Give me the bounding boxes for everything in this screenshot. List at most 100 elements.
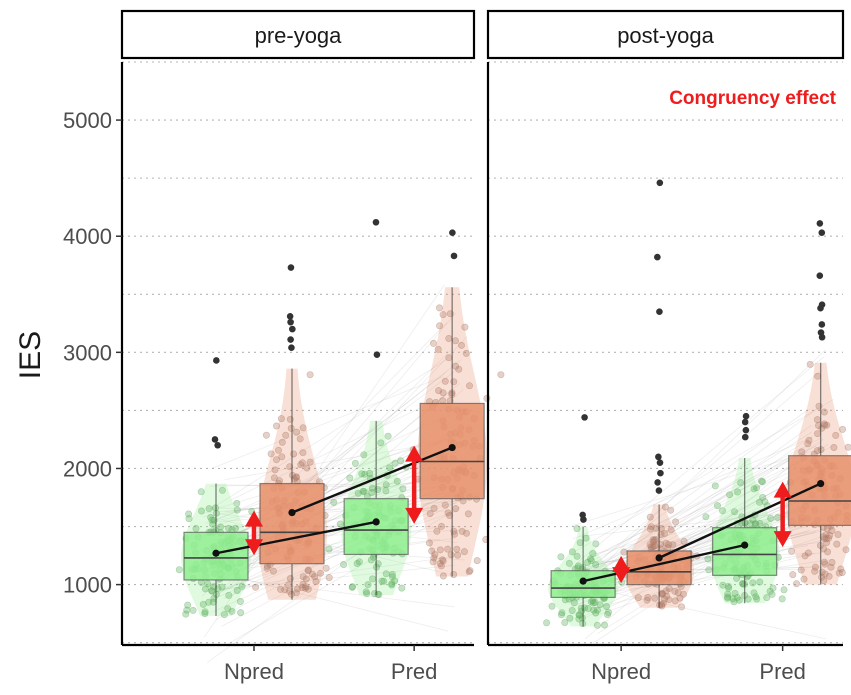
jitter-point	[397, 457, 405, 465]
jitter-point	[798, 448, 806, 456]
jitter-point	[828, 527, 836, 535]
jitter-point	[391, 577, 399, 585]
paired-line	[593, 536, 821, 617]
jitter-point	[378, 577, 386, 585]
jitter-point	[620, 548, 628, 556]
jitter-point	[430, 504, 438, 512]
jitter-point	[724, 582, 732, 590]
jitter-point	[593, 606, 601, 614]
jitter-point	[647, 543, 655, 551]
outlier-point	[818, 333, 826, 341]
jitter-point	[589, 550, 597, 558]
facet-strip-label: pre-yoga	[255, 23, 343, 48]
jitter-point	[438, 556, 446, 564]
boxplots-layer	[183, 179, 851, 627]
outlier-point	[372, 218, 380, 226]
jitter-point	[205, 598, 213, 606]
outlier-point	[287, 264, 295, 271]
jitter-point	[737, 479, 745, 487]
jitter-point	[731, 589, 739, 597]
jitter-point	[278, 438, 286, 446]
paired-line	[228, 506, 462, 645]
paired-line	[221, 489, 463, 592]
paired-line	[204, 433, 451, 524]
mean-point	[579, 577, 587, 585]
jitter-point	[398, 584, 406, 592]
jitter-point	[825, 572, 833, 580]
jitter-point	[823, 539, 831, 547]
jitter-point	[602, 602, 610, 610]
jitter-point	[325, 574, 333, 582]
outlier-point	[580, 516, 587, 523]
jitter-point	[646, 525, 654, 533]
outlier-point	[656, 459, 664, 466]
jitter-point	[201, 608, 209, 616]
jitter-point	[208, 587, 216, 595]
jitter-point	[651, 594, 659, 602]
jitter-point	[199, 600, 207, 608]
jitter-point	[299, 580, 307, 588]
jitter-point	[330, 498, 338, 506]
jitter-point	[813, 430, 821, 438]
jitter-point	[591, 598, 599, 606]
jitter-point	[811, 563, 819, 571]
jitter-point	[445, 334, 453, 342]
jitter-point	[426, 509, 434, 517]
paired-line	[572, 399, 834, 553]
jitter-point	[592, 609, 600, 617]
mean-line	[658, 482, 822, 559]
jitter-point	[281, 586, 289, 594]
jitter-point	[353, 559, 361, 567]
jitter-point	[434, 345, 442, 353]
jitter-point	[826, 531, 834, 539]
jitter-point	[649, 536, 657, 544]
jitter-point	[380, 577, 388, 585]
outlier-point	[741, 418, 749, 426]
outlier-point	[373, 351, 381, 358]
jitter-point	[590, 606, 598, 614]
jitter-point	[844, 443, 851, 451]
jitter-point	[806, 360, 814, 368]
jitter-point	[189, 606, 197, 614]
jitter-point	[576, 539, 584, 547]
jitter-point	[201, 585, 209, 593]
congruency-effect-arrow	[405, 445, 424, 524]
jitter-point	[575, 611, 583, 619]
paired-line	[209, 482, 454, 487]
jitter-point	[454, 551, 462, 559]
jitter-point	[596, 601, 604, 609]
jitter-point	[451, 337, 459, 345]
jitter-point	[437, 562, 445, 570]
jitter-point	[388, 581, 396, 589]
jitter-point	[293, 428, 301, 436]
jitter-point	[568, 548, 576, 556]
jitter-point	[842, 546, 850, 554]
jitter-point	[674, 589, 682, 597]
paired-line	[224, 577, 455, 608]
jitter-point	[348, 583, 356, 591]
mean-point	[448, 443, 456, 452]
paired-line	[586, 443, 813, 579]
jitter-point	[201, 610, 209, 618]
paired-line	[572, 436, 813, 540]
outlier-point	[817, 304, 824, 312]
paired-line	[569, 501, 830, 573]
jitter-point	[236, 597, 244, 605]
outlier-point	[742, 426, 750, 434]
jitter-point	[274, 446, 282, 454]
jitter-point	[548, 602, 556, 610]
jitter-point	[298, 584, 306, 592]
jitter-point	[263, 564, 271, 572]
jitter-point	[218, 583, 226, 591]
jitter-point	[820, 408, 828, 416]
outlier-point	[818, 321, 826, 328]
jitter-point	[192, 524, 200, 532]
jitter-point	[789, 571, 797, 579]
outlier-point	[656, 179, 664, 187]
jitter-point	[497, 371, 505, 379]
box-post-yoga-Npred-congruent	[550, 570, 616, 598]
jitter-point	[322, 564, 330, 572]
jitter-point	[299, 449, 307, 457]
paired-line	[579, 469, 816, 605]
jitter-point	[299, 424, 307, 432]
